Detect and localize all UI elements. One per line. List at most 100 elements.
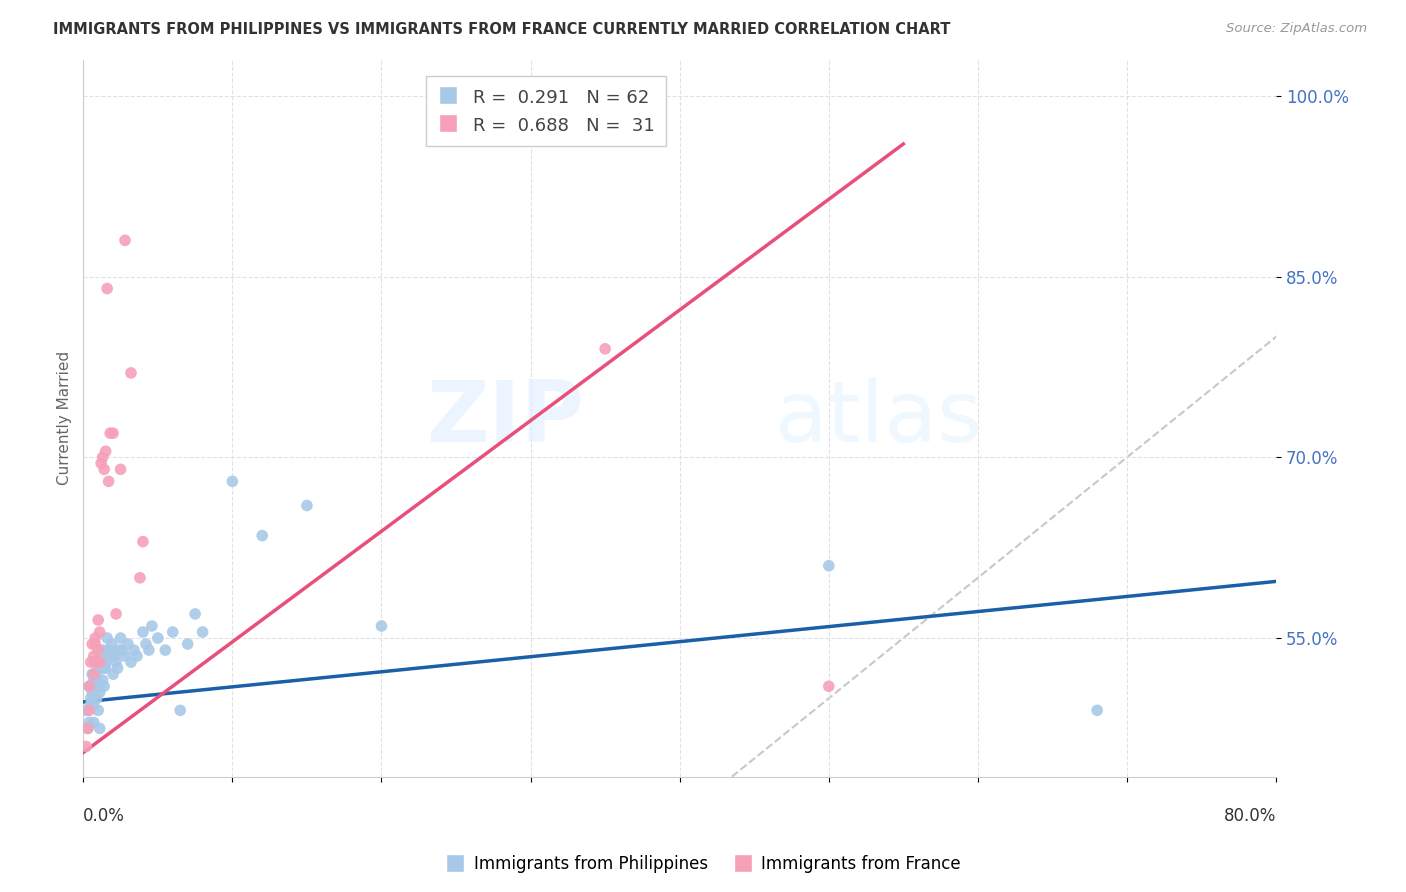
Point bbox=[135, 637, 157, 651]
Point bbox=[77, 715, 100, 730]
Point bbox=[80, 655, 103, 669]
Point bbox=[76, 722, 98, 736]
Text: IMMIGRANTS FROM PHILIPPINES VS IMMIGRANTS FROM FRANCE CURRENTLY MARRIED CORRELAT: IMMIGRANTS FROM PHILIPPINES VS IMMIGRANT… bbox=[53, 22, 950, 37]
Point bbox=[84, 637, 107, 651]
Text: atlas: atlas bbox=[775, 376, 983, 459]
Point bbox=[86, 673, 108, 688]
Point bbox=[75, 739, 97, 754]
Point bbox=[107, 661, 129, 675]
Point bbox=[80, 698, 103, 712]
Point bbox=[120, 366, 142, 380]
Point bbox=[87, 613, 110, 627]
Point bbox=[221, 475, 243, 489]
Point bbox=[370, 619, 392, 633]
Point bbox=[96, 282, 118, 296]
Text: ZIP: ZIP bbox=[426, 376, 585, 459]
Point bbox=[94, 444, 117, 458]
Point bbox=[91, 673, 114, 688]
Point bbox=[111, 643, 134, 657]
Point bbox=[162, 625, 184, 640]
Point bbox=[82, 667, 104, 681]
Point bbox=[114, 649, 136, 664]
Point bbox=[89, 625, 111, 640]
Point bbox=[105, 607, 128, 621]
Point bbox=[295, 499, 318, 513]
Legend: R =  0.291   N = 62, R =  0.688   N =  31: R = 0.291 N = 62, R = 0.688 N = 31 bbox=[426, 76, 666, 146]
Point bbox=[176, 637, 198, 651]
Point bbox=[98, 649, 121, 664]
Point bbox=[96, 631, 118, 645]
Point bbox=[82, 637, 104, 651]
Point bbox=[110, 462, 132, 476]
Point bbox=[110, 631, 132, 645]
Point bbox=[86, 667, 108, 681]
Point bbox=[84, 679, 107, 693]
Point bbox=[93, 661, 115, 675]
Point bbox=[75, 703, 97, 717]
Point bbox=[91, 643, 114, 657]
Point bbox=[89, 722, 111, 736]
Point bbox=[120, 655, 142, 669]
Point bbox=[77, 679, 100, 693]
Point bbox=[90, 649, 112, 664]
Point bbox=[105, 655, 128, 669]
Point bbox=[191, 625, 214, 640]
Point bbox=[141, 619, 163, 633]
Y-axis label: Currently Married: Currently Married bbox=[58, 351, 72, 485]
Point bbox=[1085, 703, 1108, 717]
Point bbox=[89, 685, 111, 699]
Point bbox=[125, 649, 148, 664]
Point bbox=[98, 426, 121, 441]
Point bbox=[90, 655, 112, 669]
Point bbox=[169, 703, 191, 717]
Point bbox=[122, 643, 145, 657]
Point bbox=[93, 679, 115, 693]
Point bbox=[83, 667, 105, 681]
Point bbox=[117, 637, 139, 651]
Point bbox=[83, 673, 105, 688]
Point bbox=[83, 698, 105, 712]
Point bbox=[90, 456, 112, 470]
Point bbox=[94, 661, 117, 675]
Point bbox=[87, 643, 110, 657]
Point bbox=[87, 703, 110, 717]
Point bbox=[184, 607, 207, 621]
Point bbox=[817, 558, 839, 573]
Point bbox=[101, 426, 124, 441]
Point bbox=[100, 637, 122, 651]
Point bbox=[91, 450, 114, 465]
Point bbox=[138, 643, 160, 657]
Point bbox=[104, 649, 127, 664]
Point bbox=[77, 703, 100, 717]
Point bbox=[593, 342, 616, 356]
Point bbox=[93, 462, 115, 476]
Text: 0.0%: 0.0% bbox=[83, 806, 125, 825]
Point bbox=[80, 691, 103, 706]
Point bbox=[101, 667, 124, 681]
Point bbox=[114, 233, 136, 247]
Point bbox=[108, 643, 131, 657]
Point bbox=[86, 691, 108, 706]
Text: Source: ZipAtlas.com: Source: ZipAtlas.com bbox=[1226, 22, 1367, 36]
Point bbox=[86, 655, 108, 669]
Point bbox=[97, 643, 120, 657]
Point bbox=[84, 655, 107, 669]
Point bbox=[83, 649, 105, 664]
Point bbox=[146, 631, 169, 645]
Point bbox=[94, 655, 117, 669]
Point bbox=[129, 571, 152, 585]
Point bbox=[87, 661, 110, 675]
Point bbox=[132, 625, 155, 640]
Point bbox=[97, 475, 120, 489]
Point bbox=[250, 528, 273, 542]
Point bbox=[84, 631, 107, 645]
Point bbox=[77, 679, 100, 693]
Point bbox=[76, 722, 98, 736]
Point bbox=[82, 685, 104, 699]
Point bbox=[89, 655, 111, 669]
Point bbox=[817, 679, 839, 693]
Point bbox=[83, 715, 105, 730]
Legend: Immigrants from Philippines, Immigrants from France: Immigrants from Philippines, Immigrants … bbox=[439, 848, 967, 880]
Point bbox=[89, 679, 111, 693]
Point bbox=[155, 643, 177, 657]
